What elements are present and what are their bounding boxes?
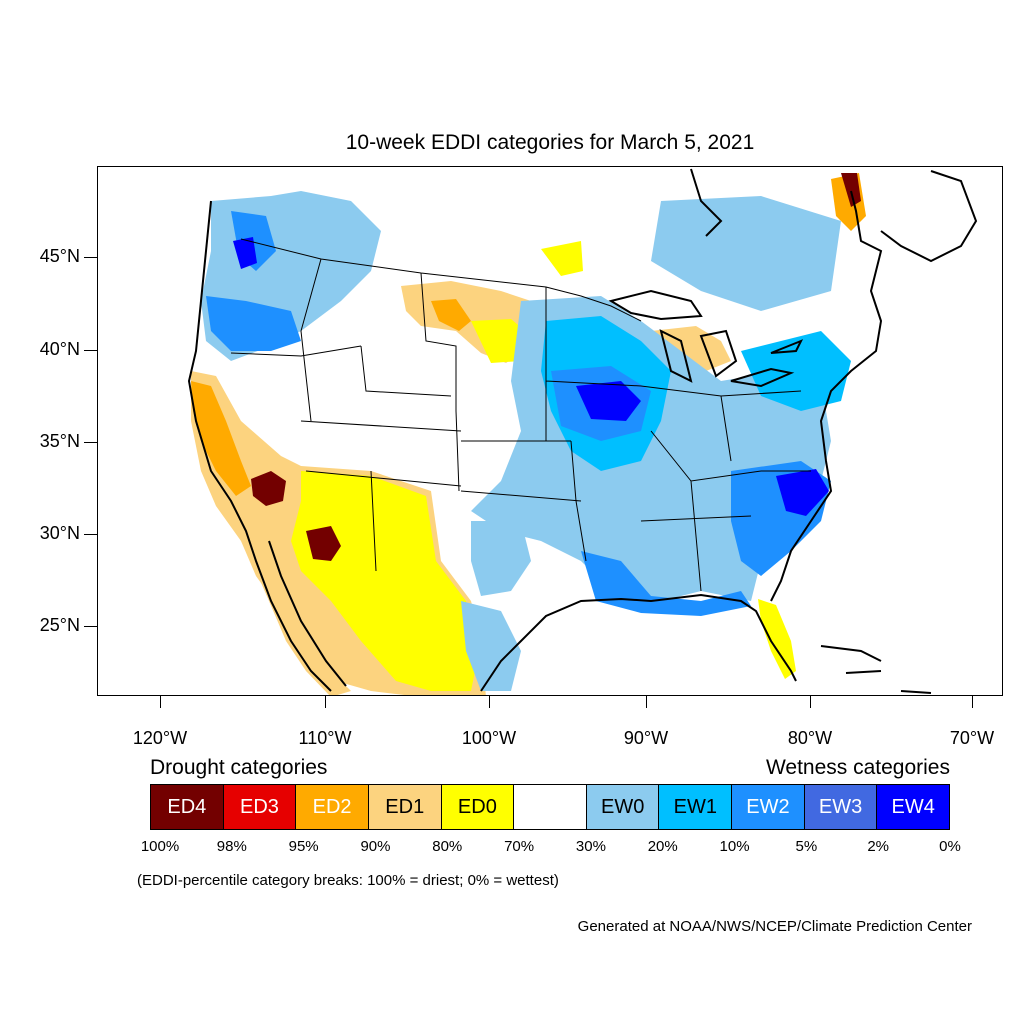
- map-title: 10-week EDDI categories for March 5, 202…: [345, 131, 755, 154]
- credit-line: Generated at NOAA/NWS/NCEP/Climate Predi…: [577, 918, 972, 935]
- legend-break-label: 20%: [647, 838, 678, 855]
- carolina-ew4-region: [776, 469, 829, 516]
- lat-tick: [84, 534, 97, 535]
- nevada-extreme-region: [251, 471, 286, 506]
- lat-label-35: 35°N: [39, 431, 80, 451]
- lon-label-120: 120°W: [132, 728, 188, 748]
- canada-wet-region: [651, 196, 841, 311]
- legend-box: ED3: [223, 785, 297, 829]
- lon-tick: [972, 696, 973, 708]
- eddi-map: [187, 168, 978, 695]
- legend-box: [514, 785, 587, 829]
- drought-heading: Drought categories: [150, 756, 328, 779]
- gulf-coastline: [480, 593, 797, 692]
- lon-label-110: 110°W: [298, 728, 352, 748]
- state-lines-central: [460, 287, 642, 562]
- lon-label-100: 100°W: [461, 728, 517, 748]
- northwest-ew4-region: [233, 237, 257, 269]
- hudson-bay-shore: [690, 168, 978, 263]
- legend-break-label: 5%: [795, 838, 818, 855]
- legend-box: ED2: [296, 785, 369, 829]
- map-panel: [97, 166, 1003, 696]
- california-ed2-region: [191, 381, 251, 496]
- lon-tick: [646, 696, 647, 708]
- wet-regions: [201, 191, 851, 691]
- florida-dry-region: [758, 599, 796, 679]
- legend-break-label: 80%: [432, 838, 463, 855]
- lat-label-40: 40°N: [39, 339, 80, 359]
- state-lines-west: [230, 258, 462, 572]
- lat-tick: [84, 442, 97, 443]
- legend-note: (EDDI-percentile category breaks: 100% =…: [137, 872, 559, 889]
- lon-label-80: 80°W: [787, 728, 833, 748]
- state-lines-east: [640, 385, 811, 592]
- great-lakes: [608, 289, 804, 388]
- lon-label-90: 90°W: [623, 728, 669, 748]
- dakota-yellow-region: [541, 241, 583, 276]
- baja-dry-region: [253, 541, 351, 695]
- legend-break-label: 2%: [867, 838, 890, 855]
- legend-color-bar: ED4 ED3 ED2 ED1 ED0 EW0 EW1 EW2 EW3 EW4: [150, 784, 950, 830]
- legend-box: EW4: [877, 785, 950, 829]
- legend-break-label: 0%: [939, 838, 961, 855]
- lat-tick: [84, 257, 97, 258]
- atlantic-coastline: [770, 190, 883, 602]
- oregon-wet-region: [206, 296, 301, 351]
- legend-box: ED4: [151, 785, 224, 829]
- lon-label-70: 70°W: [949, 728, 995, 748]
- legend-box: EW0: [586, 785, 660, 829]
- legend-break-label: 70%: [504, 838, 535, 855]
- arizona-extreme-region: [306, 526, 341, 561]
- lon-tick: [489, 696, 490, 708]
- lat-label-25: 25°N: [39, 615, 80, 635]
- legend-box: ED0: [441, 785, 515, 829]
- lon-tick: [810, 696, 811, 708]
- legend-break-label: 30%: [575, 838, 606, 855]
- legend-break-label: 90%: [360, 838, 391, 855]
- wetness-heading: Wetness categories: [765, 756, 950, 779]
- legend-break-label: 100%: [140, 838, 180, 855]
- legend-break-label: 95%: [288, 838, 319, 855]
- legend-break-label: 10%: [719, 838, 750, 855]
- legend-box: ED1: [368, 785, 442, 829]
- pacific-coastline: [187, 200, 332, 692]
- lon-tick: [325, 696, 326, 708]
- montana-ed2-region: [431, 299, 471, 331]
- southwest-wet-region: [471, 521, 531, 596]
- lat-tick: [84, 626, 97, 627]
- boundaries: [187, 168, 978, 694]
- iowa-ew4-region: [576, 381, 641, 421]
- caribbean-islands: [820, 645, 932, 694]
- lat-label-45: 45°N: [39, 246, 80, 266]
- legend-box: EW2: [732, 785, 805, 829]
- lon-tick: [160, 696, 161, 708]
- maine-extreme-region: [841, 173, 861, 207]
- texas-coast-wet-region: [461, 601, 521, 691]
- baja-coastline: [268, 540, 347, 687]
- legend-box: EW1: [659, 785, 733, 829]
- lat-label-30: 30°N: [39, 523, 80, 543]
- northeast-ew1-region: [741, 331, 851, 411]
- southwest-yellow-region: [291, 471, 479, 691]
- lat-tick: [84, 350, 97, 351]
- legend-break-label: 98%: [216, 838, 247, 855]
- legend-box: EW3: [804, 785, 878, 829]
